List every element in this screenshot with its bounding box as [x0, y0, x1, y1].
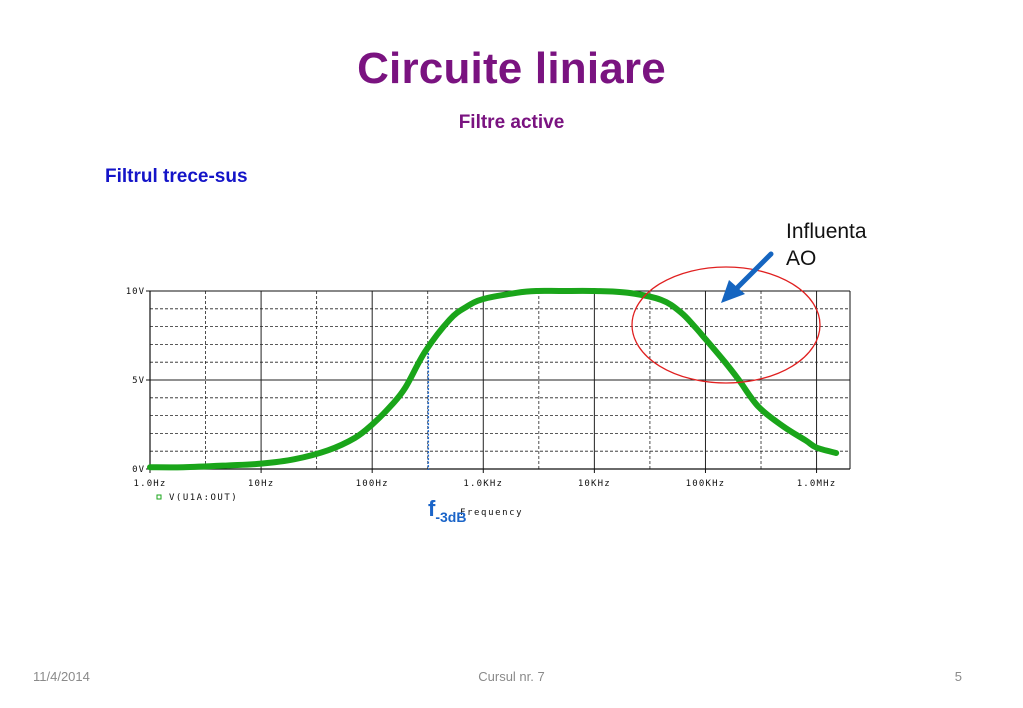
x-tick-label: 10KHz — [578, 479, 611, 489]
ao-influence-annotation — [631, 251, 821, 384]
x-tick-label: 1.0Hz — [133, 479, 166, 489]
annotation-line-2: AO — [786, 247, 817, 270]
footer-date: 11/4/2014 — [33, 669, 90, 684]
slide-title: Circuite liniare — [357, 44, 666, 93]
chart-legend: V(U1A:OUT) Frequency — [156, 493, 523, 518]
legend-label: V(U1A:OUT) — [169, 493, 238, 503]
cutoff-label-f: f — [428, 496, 436, 521]
cutoff-label-subscript: -3dB — [435, 509, 467, 525]
arrow-shaft — [735, 251, 774, 290]
slide-subtitle: Filtre active — [458, 112, 565, 133]
annotation-line-1: Influenta — [786, 220, 867, 243]
x-tick-label: 1.0KHz — [463, 479, 503, 489]
cutoff-frequency-label: f-3dB — [428, 496, 467, 525]
x-tick-label: 1.0MHz — [797, 479, 837, 489]
footer-course: Cursul nr. 7 — [478, 669, 545, 684]
x-tick-label: 10Hz — [248, 479, 274, 489]
y-tick-label: 0V — [132, 465, 145, 475]
highlight-ellipse — [631, 266, 821, 384]
x-axis-label: Frequency — [460, 508, 523, 518]
x-tick-label: 100Hz — [356, 479, 389, 489]
arrow-head-icon — [721, 280, 745, 303]
x-tick-label: 100KHz — [686, 479, 726, 489]
series-line — [147, 287, 840, 471]
chart-grid — [150, 291, 850, 469]
chart-tick-labels: 1.0Hz 10Hz 100Hz 1.0KHz 10KHz 100KHz 1.0MHz 10V… — [126, 287, 837, 489]
section-heading: Filtrul trece-sus — [105, 166, 248, 187]
chart-series — [147, 287, 840, 471]
y-tick-label: 5V — [132, 376, 145, 386]
footer-page-number: 5 — [954, 669, 962, 684]
annotation-text: Influenta AO — [786, 218, 867, 272]
legend-marker-icon — [156, 494, 162, 500]
y-tick-label: 10V — [126, 287, 145, 297]
